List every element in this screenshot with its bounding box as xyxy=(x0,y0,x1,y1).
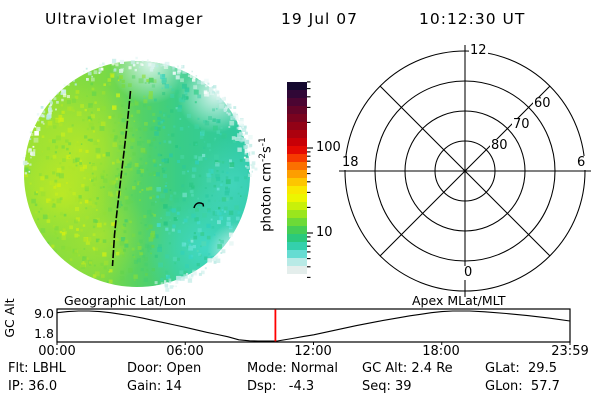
mlt-spoke xyxy=(379,85,466,172)
status-mode: Mode: Normal xyxy=(247,361,338,376)
strip-y-axis-label: GC Alt xyxy=(2,298,17,338)
mlat-label-80: 80 xyxy=(490,138,509,154)
colorbar-band xyxy=(287,122,307,131)
scan-track-line xyxy=(111,90,205,267)
colorbar-band xyxy=(287,274,307,283)
colorbar-band xyxy=(287,146,307,155)
header-time: 10:12:30 UT xyxy=(419,10,526,28)
x-tick-0600: 06:00 xyxy=(166,344,204,359)
colorbar-band xyxy=(287,226,307,235)
polar-grid xyxy=(339,45,591,297)
colorbar xyxy=(287,81,313,283)
colorbar-band xyxy=(287,82,307,91)
disk-artifact-mark xyxy=(193,202,205,209)
colorbar-band xyxy=(287,218,307,227)
unit-prefix: photon cm xyxy=(259,162,275,232)
status-glat: GLat: 29.5 xyxy=(485,361,557,376)
colorbar-band xyxy=(287,186,307,195)
colorbar-band xyxy=(287,250,307,259)
app-title: Ultraviolet Imager xyxy=(45,10,204,28)
unit-mid: s xyxy=(259,146,275,154)
x-tick-0000: 00:00 xyxy=(38,344,76,359)
mlt-label-0: 0 xyxy=(463,265,474,281)
disk-rim-fringe xyxy=(22,56,258,292)
colorbar-band xyxy=(287,266,307,275)
colorbar-band xyxy=(287,154,307,163)
status-gain: Gain: 14 xyxy=(127,379,182,394)
mlt-label-18: 18 xyxy=(341,155,360,171)
strip-frame xyxy=(56,308,571,343)
x-tick-2359: 23:59 xyxy=(551,344,589,359)
altitude-plot xyxy=(56,308,571,345)
mlat-label-60: 60 xyxy=(533,96,552,112)
colorbar-band xyxy=(287,178,307,187)
status-glon: GLon: 57.7 xyxy=(485,379,560,394)
status-ip: IP: 36.0 xyxy=(8,379,58,394)
unit-exponent-2: -1 xyxy=(258,137,268,147)
colorbar-unit-label: photon cm-2s-1 xyxy=(258,107,275,262)
y-tick-9: 9.0 xyxy=(34,306,54,321)
colorbar-band xyxy=(287,114,307,123)
status-filter: Flt: LBHL xyxy=(8,361,66,376)
colorbar-tick-10: 10 xyxy=(316,225,333,240)
unit-exponent: -2 xyxy=(258,153,268,163)
uv-disk-image xyxy=(22,56,258,292)
header-date: 19 Jul 07 xyxy=(281,10,359,28)
status-door: Door: Open xyxy=(127,361,202,376)
altitude-curve xyxy=(56,310,570,342)
status-seq: Seq: 39 xyxy=(362,379,412,394)
colorbar-band xyxy=(287,258,307,267)
y-tick-1_8: 1.8 xyxy=(34,326,54,341)
status-dsp: Dsp: -4.3 xyxy=(247,379,315,394)
colorbar-band xyxy=(287,202,307,211)
colorbar-band xyxy=(287,210,307,219)
disk-noise-texture xyxy=(24,62,250,284)
mlt-spoke xyxy=(464,170,551,257)
scan-track xyxy=(111,90,132,267)
colorbar-band xyxy=(287,194,307,203)
mlt-spoke xyxy=(379,170,466,257)
colorbar-band xyxy=(287,170,307,179)
strip-right-title: Apex MLat/MLT xyxy=(412,293,506,308)
x-tick-1200: 12:00 xyxy=(294,344,332,359)
status-gc-alt: GC Alt: 2.4 Re xyxy=(362,361,453,376)
colorbar-band xyxy=(287,234,307,243)
colorbar-band xyxy=(287,138,307,147)
colorbar-band xyxy=(287,162,307,171)
colorbar-band xyxy=(287,242,307,251)
x-tick-1800: 18:00 xyxy=(422,344,460,359)
mlat-label-70: 70 xyxy=(512,117,531,133)
mlt-label-12: 12 xyxy=(469,43,488,59)
colorbar-band xyxy=(287,98,307,107)
colorbar-band xyxy=(287,90,307,99)
colorbar-band xyxy=(287,130,307,139)
mlt-label-6: 6 xyxy=(576,155,587,171)
colorbar-tick-100: 100 xyxy=(316,140,341,155)
colorbar-band xyxy=(287,106,307,115)
strip-left-title: Geographic Lat/Lon xyxy=(64,293,186,308)
